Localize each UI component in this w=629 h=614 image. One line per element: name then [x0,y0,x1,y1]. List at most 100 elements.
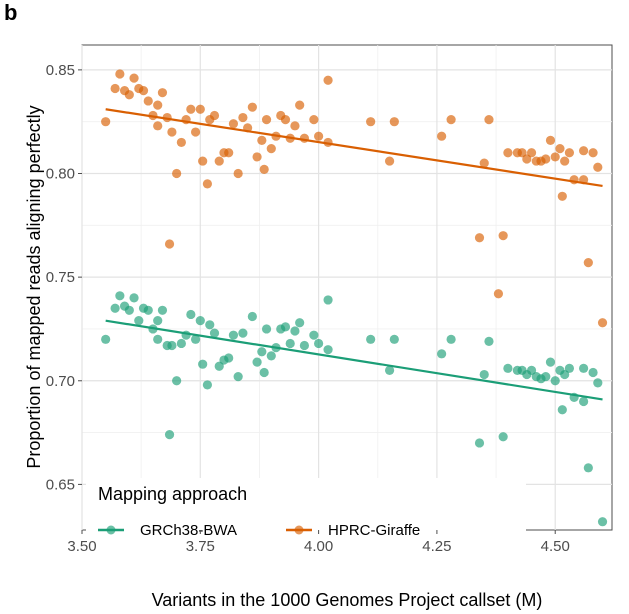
data-point-grch38-bwa [228,330,239,340]
y-tick-label: 0.80 [46,166,75,183]
data-point-hprc-giraffe [583,258,593,268]
data-point-grch38-bwa [157,305,168,315]
data-point-grch38-bwa [134,316,144,326]
data-point-hprc-giraffe [198,156,208,166]
x-axis-title: Variants in the 1000 Genomes Project cal… [152,590,543,610]
data-point-grch38-bwa [224,353,234,363]
data-point-hprc-giraffe [247,102,257,112]
data-point-hprc-giraffe [252,152,262,162]
data-point-hprc-giraffe [474,233,485,243]
x-tick-label: 4.00 [304,538,333,555]
data-point-grch38-bwa [560,369,570,380]
data-point-hprc-giraffe [167,127,177,137]
data-point-hprc-giraffe [228,119,239,129]
panel-label: b [4,0,18,25]
data-point-grch38-bwa [205,320,215,330]
data-point-grch38-bwa [479,369,489,380]
data-point-grch38-bwa [314,338,324,349]
data-point-grch38-bwa [550,376,560,386]
data-point-grch38-bwa [579,363,589,373]
data-point-grch38-bwa [259,367,269,378]
data-point-grch38-bwa [115,291,125,301]
x-tick-label: 4.50 [541,538,570,555]
data-point-hprc-giraffe [545,135,556,145]
data-point-grch38-bwa [167,340,177,351]
data-point-hprc-giraffe [157,88,168,98]
data-point-hprc-giraffe [172,168,182,179]
data-point-hprc-giraffe [143,96,153,106]
data-point-hprc-giraffe [101,117,111,127]
legend-label-hprc: HPRC-Giraffe [328,522,420,539]
data-point-grch38-bwa [437,349,447,359]
data-point-grch38-bwa [366,334,376,344]
data-point-grch38-bwa [541,372,551,382]
data-point-grch38-bwa [579,396,589,407]
data-point-hprc-giraffe [290,121,300,131]
data-point-grch38-bwa [299,340,310,351]
data-point-hprc-giraffe [233,168,243,179]
data-point-grch38-bwa [503,363,513,373]
data-point-hprc-giraffe [309,115,319,125]
legend-key-hprc [286,525,312,535]
data-point-hprc-giraffe [366,117,376,127]
data-point-grch38-bwa [176,338,186,349]
data-point-hprc-giraffe [110,83,120,94]
data-point-hprc-giraffe [522,154,532,164]
data-point-grch38-bwa [526,365,537,376]
data-point-grch38-bwa [238,328,248,338]
data-point-grch38-bwa [129,293,139,303]
data-point-hprc-giraffe [526,148,537,158]
data-point-hprc-giraffe [541,154,551,164]
data-point-grch38-bwa [588,367,598,378]
legend-label-grch38: GRCh38-BWA [140,522,237,539]
data-point-grch38-bwa [202,380,213,390]
data-point-hprc-giraffe [557,191,567,201]
data-point-grch38-bwa [190,334,201,344]
data-point-grch38-bwa [101,334,111,344]
data-point-grch38-bwa [309,330,319,340]
y-axis-title: Proportion of mapped reads aligning perf… [24,105,44,468]
x-axis-ticks: 3.50 3.75 4.00 4.25 4.50 [67,530,570,555]
data-point-grch38-bwa [153,316,163,326]
data-point-grch38-bwa [186,309,196,320]
data-point-grch38-bwa [474,438,485,448]
data-point-hprc-giraffe [593,162,603,172]
x-tick-label: 3.50 [67,538,96,555]
data-point-grch38-bwa [153,334,163,344]
data-point-hprc-giraffe [389,117,399,127]
data-point-grch38-bwa [545,357,556,367]
data-point-grch38-bwa [261,324,272,334]
data-point-hprc-giraffe [209,110,220,121]
data-point-grch38-bwa [124,305,134,315]
data-point-hprc-giraffe [257,135,267,145]
data-point-hprc-giraffe [446,115,456,125]
data-point-hprc-giraffe [186,104,196,114]
data-point-hprc-giraffe [224,148,234,158]
legend-title: Mapping approach [98,484,247,504]
data-point-grch38-bwa [323,295,333,305]
data-point-hprc-giraffe [564,148,575,158]
data-point-grch38-bwa [593,378,603,388]
data-point-hprc-giraffe [153,121,163,131]
data-point-hprc-giraffe [560,156,570,166]
y-tick-label: 0.70 [46,373,75,390]
data-point-hprc-giraffe [261,115,272,125]
data-point-hprc-giraffe [176,137,186,148]
data-point-hprc-giraffe [259,164,269,174]
data-point-grch38-bwa [295,318,305,328]
data-point-hprc-giraffe [503,148,513,158]
data-point-hprc-giraffe [550,152,560,162]
data-point-hprc-giraffe [124,90,134,100]
data-point-hprc-giraffe [153,100,163,110]
data-point-hprc-giraffe [129,73,139,83]
data-point-grch38-bwa [143,305,153,315]
x-tick-label: 3.75 [186,538,215,555]
data-point-grch38-bwa [290,326,300,336]
data-point-grch38-bwa [266,351,276,361]
data-point-hprc-giraffe [164,239,175,249]
data-point-hprc-giraffe [323,75,333,85]
y-tick-label: 0.85 [46,62,75,79]
data-point-grch38-bwa [389,334,399,344]
data-point-hprc-giraffe [437,131,447,141]
